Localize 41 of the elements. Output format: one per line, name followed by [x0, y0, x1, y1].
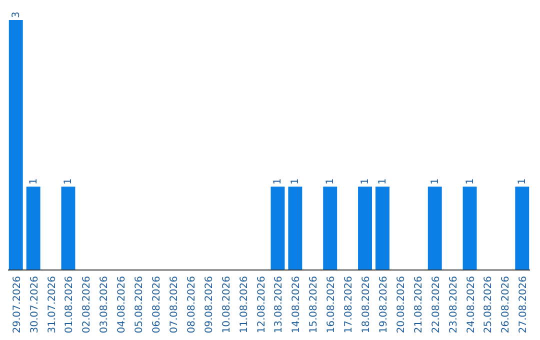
x-tick-label: 07.08.2026	[168, 276, 180, 334]
data-label: 1	[325, 178, 336, 185]
data-label: 3	[10, 12, 22, 18]
x-tick-label: 15.08.2026	[308, 276, 320, 334]
x-tick-label: 19.08.2026	[378, 276, 390, 334]
data-label: 1	[360, 178, 372, 185]
data-label: 1	[290, 178, 302, 185]
x-tick-label: 03.08.2026	[99, 276, 110, 334]
data-label: 1	[63, 178, 74, 185]
data-label: 1	[430, 178, 441, 185]
x-tick-label: 06.08.2026	[152, 276, 163, 334]
x-tick-label: 30.07.2026	[29, 276, 40, 334]
data-label: 1	[377, 178, 388, 185]
data-label: 1	[517, 178, 528, 185]
x-tick-label: 29.07.2026	[12, 276, 23, 334]
x-tick-label: 26.08.2026	[500, 276, 512, 334]
x-tick-label: 10.08.2026	[221, 276, 232, 334]
data-label: 1	[28, 178, 40, 185]
x-tick-label: 11.08.2026	[238, 276, 250, 334]
x-tick-label: 14.08.2026	[291, 276, 302, 334]
x-tick-label: 24.08.2026	[466, 276, 477, 334]
x-tick-label: 17.08.2026	[344, 276, 355, 334]
x-tick-label: 16.08.2026	[326, 276, 338, 334]
data-label: 1	[272, 178, 284, 185]
data-label: 1	[464, 178, 476, 185]
x-tick-label: 25.08.2026	[483, 276, 494, 334]
x-tick-label: 20.08.2026	[396, 276, 407, 334]
x-tick-label: 04.08.2026	[116, 276, 128, 334]
x-tick-label: 09.08.2026	[204, 276, 215, 334]
x-tick-label: 12.08.2026	[256, 276, 268, 334]
x-tick-label: 01.08.2026	[64, 276, 76, 334]
x-tick-label: 08.08.2026	[186, 276, 198, 334]
x-tick-label: 23.08.2026	[448, 276, 460, 334]
x-tick-label: 02.08.2026	[82, 276, 93, 334]
x-tick-label: 31.07.2026	[46, 276, 58, 334]
x-tick-label: 05.08.2026	[134, 276, 146, 334]
x-tick-label: 18.08.2026	[361, 276, 372, 334]
x-tick-label: 21.08.2026	[413, 276, 424, 334]
x-tick-label: 22.08.2026	[430, 276, 442, 334]
x-tick-label: 13.08.2026	[274, 276, 285, 334]
x-tick-label: 27.08.2026	[518, 276, 530, 334]
